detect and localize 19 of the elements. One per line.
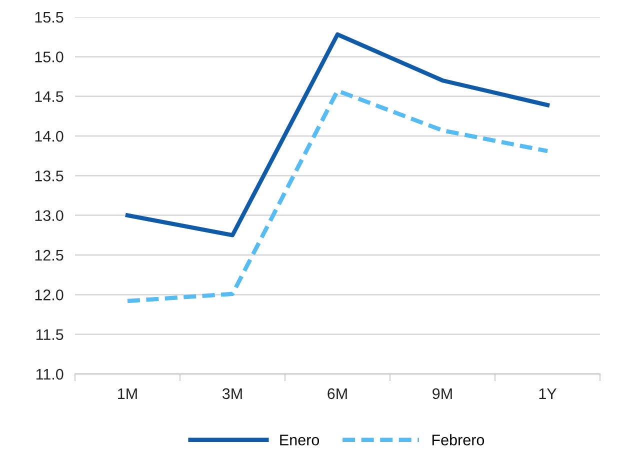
x-tick-label: 9M <box>432 388 452 400</box>
x-tick-label: 3M <box>222 388 242 400</box>
y-tick-label: 14.0 <box>35 130 64 142</box>
line-series <box>125 88 550 304</box>
x-tick-label: 6M <box>328 388 347 400</box>
x-tick-label: 1M <box>118 388 137 399</box>
y-tick-label: 12.0 <box>35 290 64 300</box>
y-tick-label: 11.5 <box>36 329 64 340</box>
y-tick-label: 13.0 <box>35 210 64 222</box>
x-tick-label: 1Y <box>539 388 557 399</box>
y-tick-label: 14.5 <box>35 91 64 102</box>
y-tick-label: 12.5 <box>35 250 64 261</box>
y-tick-label: 15.0 <box>35 52 64 62</box>
line-series <box>125 32 550 238</box>
y-tick-label: 11.0 <box>36 368 64 380</box>
legend-label: Febrero <box>432 434 484 446</box>
legend-label: Enero <box>280 434 320 446</box>
y-tick-label: 13.5 <box>35 170 64 182</box>
y-tick-label: 15.5 <box>35 12 64 23</box>
